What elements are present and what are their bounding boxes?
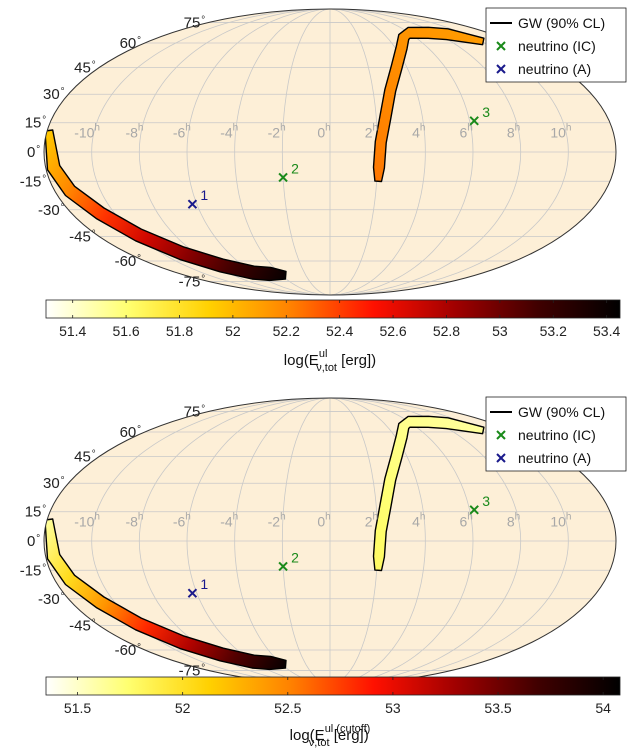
ra-tick-label: -10h <box>74 511 100 529</box>
colorbar-tick-label: 52.5 <box>274 700 301 716</box>
colorbar-tick-label: 51.4 <box>59 323 86 339</box>
colorbar-tick-label: 53 <box>492 323 508 339</box>
dec-tick-label: 0∘ <box>27 530 41 550</box>
legend-entry-label: neutrino (A) <box>518 61 591 77</box>
graticule <box>44 398 616 684</box>
dec-tick-label: -75∘ <box>179 660 206 680</box>
colorbar-tick-label: 51.8 <box>166 323 193 339</box>
colorbar-tick-label: 51.6 <box>112 323 139 339</box>
colorbar-tick-label: 52.2 <box>273 323 300 339</box>
dec-tick-label: 30∘ <box>43 83 65 103</box>
gw-heat-upper <box>373 416 484 571</box>
legend-x-swatch <box>496 64 506 74</box>
neutrino-1-marker <box>187 199 198 209</box>
dec-tick-label: 15∘ <box>25 112 47 132</box>
dec-tick-label: -30∘ <box>38 588 65 608</box>
dec-tick-label: -45∘ <box>69 226 96 246</box>
dec-tick-label: 30∘ <box>43 472 65 492</box>
neutrino-label: 2 <box>291 160 299 176</box>
neutrino-label: 1 <box>200 576 208 592</box>
colorbar-tick-label: 52 <box>175 700 191 716</box>
colorbar-tick-label: 53.4 <box>593 323 620 339</box>
legend-entry-label: neutrino (IC) <box>518 38 596 54</box>
ra-tick-label: -10h <box>74 122 100 140</box>
legend: GW (90% CL) neutrino (IC) neutrino (A) <box>485 396 627 472</box>
legend-x-swatch <box>496 430 506 440</box>
colorbar-tick-label: 52 <box>225 323 241 339</box>
neutrino-2-marker <box>278 172 288 183</box>
colorbar-label: log(Eul (cutoff) ν,tot [erg]) <box>290 723 371 749</box>
dec-tick-label: -45∘ <box>69 615 96 635</box>
dec-tick-label: 15∘ <box>25 501 47 521</box>
colorbar-tick-label: 52.6 <box>379 323 406 339</box>
neutrino-label: 3 <box>482 104 490 120</box>
neutrino-label: 3 <box>482 493 490 509</box>
legend-entry-label: GW (90% CL) <box>518 404 605 420</box>
gw-contour-upper <box>372 26 485 183</box>
colorbar-tick-label: 52.4 <box>326 323 353 339</box>
dec-tick-label: -60∘ <box>115 250 142 270</box>
skymap-panel-bottom: 10h8h6h4h2h0h-2h-4h-6h-8h-10h75∘60∘45∘30… <box>20 396 627 749</box>
legend-x-swatch <box>496 41 506 51</box>
legend-entry-label: GW (90% CL) <box>518 15 605 31</box>
colorbar-tick-label: 54 <box>595 700 611 716</box>
colorbar-tick-label: 52.8 <box>433 323 460 339</box>
gw-heat-lower <box>45 130 286 281</box>
gw-region <box>44 26 485 282</box>
legend-x-swatch <box>496 453 506 463</box>
neutrino-3-marker <box>469 116 479 126</box>
gw-contour-upper <box>372 415 485 572</box>
gw-heat-lower <box>45 519 286 670</box>
neutrino-label: 1 <box>200 187 208 203</box>
neutrino-2-marker <box>278 561 288 572</box>
gw-region <box>44 415 485 671</box>
dec-tick-label: -30∘ <box>38 199 65 219</box>
neutrino-3-marker <box>469 505 479 515</box>
skymap-panel-top: 10h8h6h4h2h0h-2h-4h-6h-8h-10h75∘60∘45∘30… <box>20 7 627 374</box>
colorbar <box>45 676 621 696</box>
gw-contour-lower <box>44 518 287 671</box>
colorbar-tick-label: 53.5 <box>484 700 511 716</box>
dec-tick-label: -15∘ <box>20 559 47 579</box>
dec-tick-label: -75∘ <box>179 271 206 291</box>
colorbar-label: log(Eul ν,tot [erg]) <box>284 348 376 374</box>
colorbar-tick-label: 51.5 <box>64 700 91 716</box>
colorbar-tick-label: 53.2 <box>540 323 567 339</box>
colorbar-tick-label: 53 <box>385 700 401 716</box>
neutrino-label: 2 <box>291 549 299 565</box>
dec-tick-label: -15∘ <box>20 170 47 190</box>
colorbar <box>45 299 621 319</box>
dec-tick-label: 0∘ <box>27 141 41 161</box>
gw-heat-upper <box>373 27 484 182</box>
legend-entry-label: neutrino (A) <box>518 450 591 466</box>
gw-contour-lower <box>44 129 287 282</box>
legend-entry-label: neutrino (IC) <box>518 427 596 443</box>
sky-outline <box>43 8 617 296</box>
dec-tick-label: -60∘ <box>115 639 142 659</box>
neutrino-1-marker <box>187 588 198 598</box>
legend: GW (90% CL) neutrino (IC) neutrino (A) <box>485 7 627 83</box>
